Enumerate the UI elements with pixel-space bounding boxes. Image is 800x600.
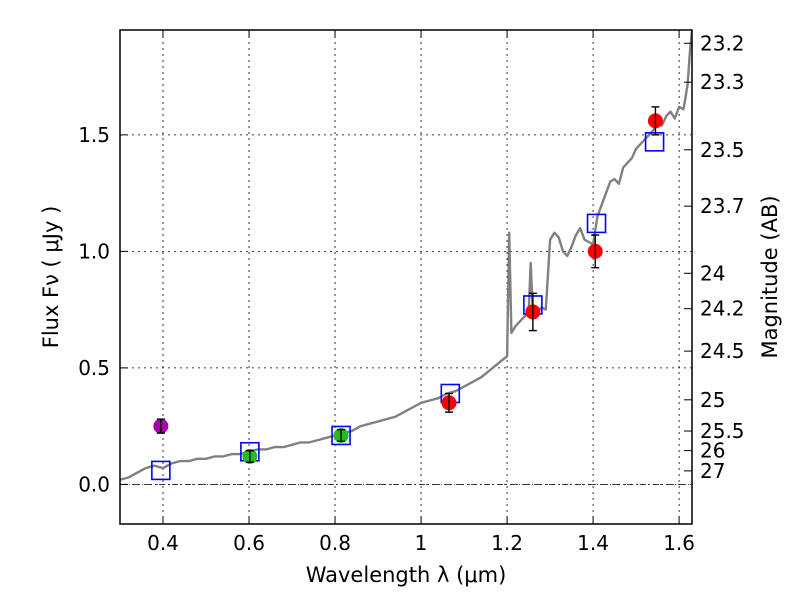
y-tick-label: 1.0 xyxy=(78,239,110,263)
plot-frame xyxy=(119,29,693,525)
model-photometry-square xyxy=(151,460,171,481)
plot-layer xyxy=(120,30,692,481)
right-tick-label: 23.7 xyxy=(700,194,745,218)
right-tick-label: 27 xyxy=(700,459,725,483)
model-photometry-square xyxy=(331,425,351,446)
right-axis-label: Magnitude (AB) xyxy=(758,195,782,358)
x-tick-label: 1.4 xyxy=(577,531,609,555)
right-tick-label: 23.5 xyxy=(700,138,745,162)
right-tick-label: 23.3 xyxy=(700,70,745,94)
axis-layer: 0.4 0.6 0.8 1 1.2 1.4 1.6 0.0 0.5 1.0 1.5 23.2 23.3 2… xyxy=(78,30,745,555)
y-axis-label: Flux Fν ( μJy ) xyxy=(39,206,63,349)
x-tick-label: 0.4 xyxy=(147,531,179,555)
x-tick-label: 1 xyxy=(415,531,428,555)
x-axis-label: Wavelength λ (μm) xyxy=(306,563,507,587)
right-tick-label: 23.2 xyxy=(700,31,745,55)
x-tick-label: 1.6 xyxy=(663,531,695,555)
y-tick-label: 0.5 xyxy=(78,356,110,380)
model-photometry-square xyxy=(644,132,665,152)
model-photometry-square xyxy=(586,213,607,234)
y-tick-label: 1.5 xyxy=(78,123,110,147)
x-tick-label: 0.8 xyxy=(319,531,351,555)
x-tick-label: 1.2 xyxy=(491,531,523,555)
grid-layer xyxy=(120,30,692,524)
right-tick-label: 24.5 xyxy=(700,339,745,363)
right-tick-label: 25.5 xyxy=(700,419,745,443)
x-tick-label: 0.6 xyxy=(233,531,265,555)
right-tick-label: 26 xyxy=(700,439,725,463)
y-tick-label: 0.0 xyxy=(78,472,110,496)
right-tick-label: 24 xyxy=(700,261,725,285)
right-tick-label: 25 xyxy=(700,388,725,412)
right-tick-label: 24.2 xyxy=(700,297,745,321)
